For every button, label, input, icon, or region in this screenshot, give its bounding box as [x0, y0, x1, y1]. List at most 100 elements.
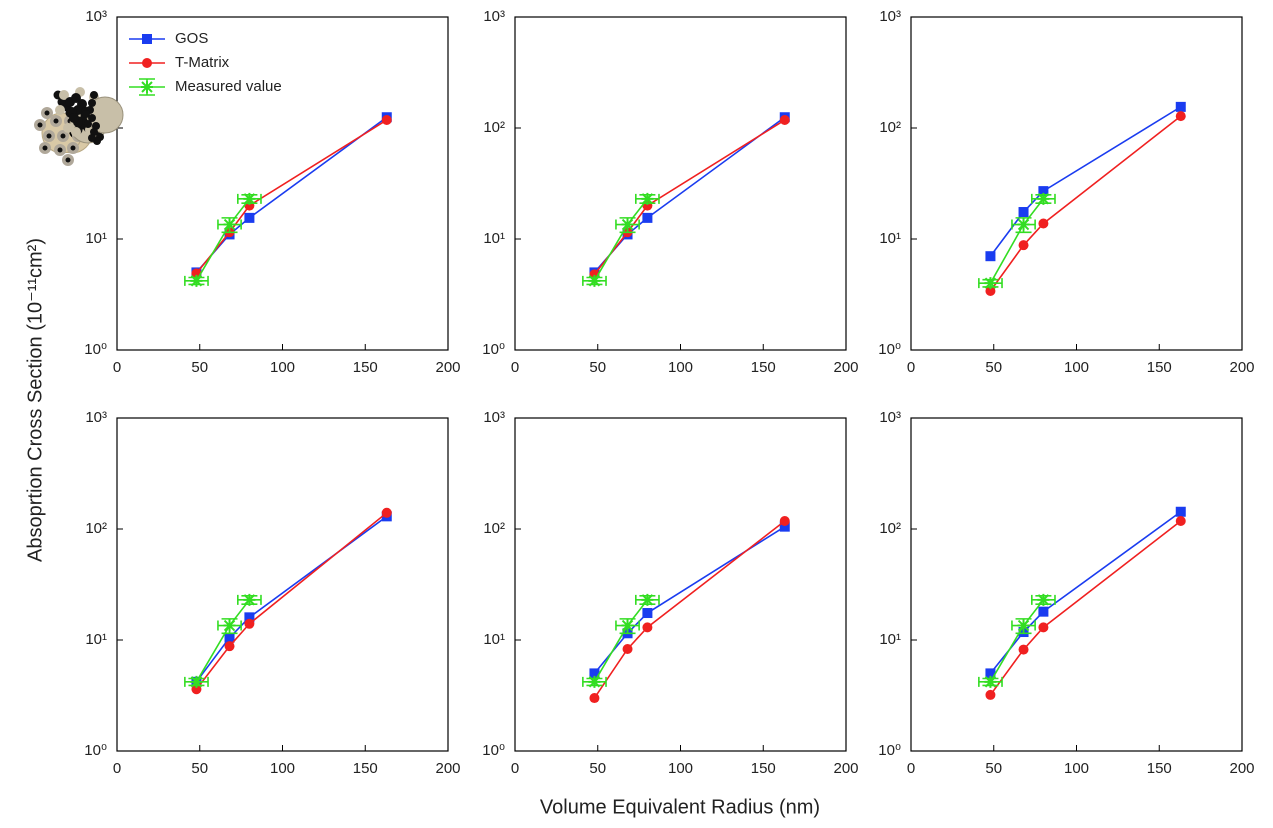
icon — [71, 127, 81, 137]
icon — [46, 133, 52, 139]
data-point — [984, 675, 997, 688]
panel: 0 50 100 150 200 10⁰ 10¹ 10² 10³ — [82, 91, 1255, 777]
data-point — [1018, 240, 1029, 251]
x-tick-label: 200 — [435, 359, 460, 376]
data-point — [381, 115, 392, 126]
x-tick-label: 50 — [985, 359, 1002, 376]
data-point — [779, 521, 790, 532]
data-point — [622, 643, 633, 654]
x-tick-label: 0 — [907, 359, 915, 376]
data-point — [588, 274, 601, 287]
plot-frame — [514, 16, 847, 351]
data-point — [243, 593, 256, 606]
data-point — [1038, 218, 1049, 229]
x-tick-label: 50 — [589, 760, 606, 777]
data-point — [641, 593, 654, 606]
panel: 0 50 100 150 200 10⁰ 10¹ 10² 10³ — [55, 87, 859, 777]
y-tick-label: 10⁰ — [84, 341, 107, 358]
data-point — [642, 212, 653, 223]
y-tick-label: 10³ — [879, 409, 901, 426]
series-line — [195, 599, 251, 683]
x-tick-label: 150 — [751, 359, 776, 376]
data-point — [1038, 186, 1049, 197]
plot-frame — [514, 417, 847, 752]
icon — [60, 133, 66, 139]
y-tick-label: 10⁰ — [878, 341, 901, 358]
icon — [65, 157, 71, 163]
data-point — [1038, 606, 1049, 617]
data-point — [224, 641, 235, 652]
x-tick-label: 0 — [511, 359, 519, 376]
legend-marker — [142, 58, 152, 68]
data-point — [243, 192, 256, 205]
series-line — [593, 119, 786, 275]
data-point — [1038, 622, 1049, 633]
y-tick-label: 10⁰ — [84, 742, 107, 759]
x-tick-label: 0 — [907, 760, 915, 777]
data-point — [641, 192, 654, 205]
x-tick-label: 100 — [668, 760, 693, 777]
icon — [37, 122, 43, 128]
x-tick-label: 50 — [589, 359, 606, 376]
icon — [42, 145, 48, 151]
y-tick-label: 10³ — [85, 8, 107, 25]
series-line — [593, 520, 786, 699]
y-tick-label: 10² — [483, 520, 505, 537]
x-tick-label: 150 — [1147, 760, 1172, 777]
data-point — [589, 668, 600, 679]
data-point — [1175, 111, 1186, 122]
icon — [69, 113, 79, 123]
icon — [84, 120, 92, 128]
data-point — [190, 675, 203, 688]
x-tick-label: 200 — [1229, 760, 1254, 777]
series-line — [989, 115, 1182, 292]
y-tick-label: 10² — [879, 520, 901, 537]
icon — [63, 123, 73, 133]
x-tick-label: 50 — [191, 359, 208, 376]
x-tick-label: 150 — [1147, 359, 1172, 376]
data-point — [621, 218, 634, 231]
icon — [82, 110, 90, 118]
y-tick-label: 10¹ — [483, 631, 505, 648]
y-tick-label: 10¹ — [85, 230, 107, 247]
data-point — [1018, 644, 1029, 655]
plot-frame — [910, 417, 1243, 752]
data-point — [244, 618, 255, 629]
x-tick-label: 100 — [270, 359, 295, 376]
data-point — [984, 277, 997, 290]
icon — [88, 114, 96, 122]
plot-frame — [116, 16, 449, 351]
data-point — [224, 632, 235, 643]
x-tick-label: 0 — [113, 760, 121, 777]
icon — [88, 99, 96, 107]
data-point — [381, 507, 392, 518]
icon — [55, 105, 65, 115]
x-tick-label: 0 — [511, 760, 519, 777]
y-axis-label: Absoprtion Cross Section (10⁻¹¹cm²) — [24, 238, 46, 562]
series-line — [989, 106, 1182, 257]
data-point — [985, 286, 996, 297]
x-tick-label: 200 — [435, 760, 460, 777]
icon — [44, 110, 50, 116]
icon — [53, 118, 59, 124]
y-tick-label: 10¹ — [879, 631, 901, 648]
y-tick-label: 10⁰ — [482, 341, 505, 358]
series-line — [195, 515, 388, 683]
y-tick-label: 10⁰ — [482, 742, 505, 759]
y-tick-label: 10³ — [483, 8, 505, 25]
data-point — [1017, 218, 1030, 231]
data-point — [244, 212, 255, 223]
data-point — [190, 274, 203, 287]
y-tick-label: 10¹ — [483, 230, 505, 247]
data-point — [1175, 506, 1186, 517]
data-point — [642, 622, 653, 633]
data-point — [1037, 593, 1050, 606]
series-line — [195, 119, 388, 274]
y-tick-label: 10¹ — [85, 631, 107, 648]
y-tick-label: 10³ — [85, 409, 107, 426]
data-point — [1175, 101, 1186, 112]
legend-label: GOS — [175, 30, 208, 47]
y-tick-label: 10³ — [483, 409, 505, 426]
x-tick-label: 50 — [191, 760, 208, 777]
data-point — [621, 619, 634, 632]
